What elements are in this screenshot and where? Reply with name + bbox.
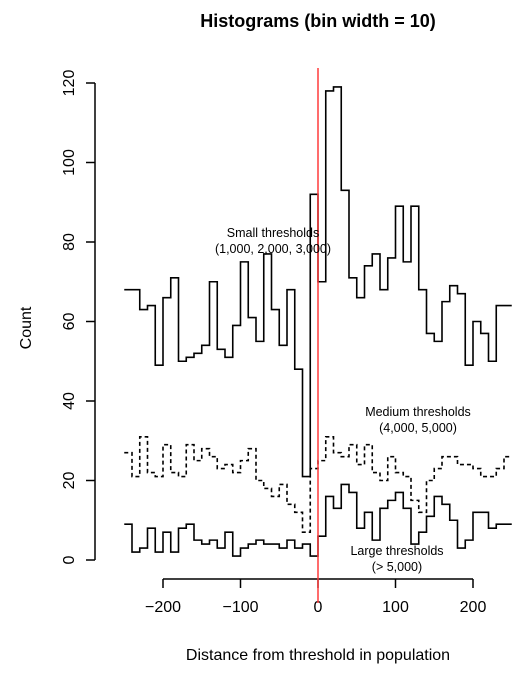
y-tick-label: 60 [61, 313, 78, 331]
series-2-annotation: Medium thresholds [365, 405, 471, 419]
series-1-annotation: Small thresholds [227, 226, 319, 240]
y-tick-label: 80 [61, 233, 78, 251]
y-tick-label: 20 [61, 472, 78, 490]
x-tick-label: 0 [314, 599, 323, 616]
x-tick-label: −100 [222, 599, 258, 616]
x-tick-label: 200 [460, 599, 487, 616]
x-axis-label: Distance from threshold in population [186, 647, 450, 664]
x-axis: −200 −100 0 100 200 [145, 578, 487, 616]
histogram-series-2 [124, 435, 512, 533]
series-1-annotation: (1,000, 2,000, 3,000) [215, 242, 331, 256]
series-2-annotation: (4,000, 5,000) [379, 421, 457, 435]
x-tick-label: −200 [145, 599, 181, 616]
chart-title: Histograms (bin width = 10) [200, 11, 436, 31]
y-axis-label: Count [18, 306, 35, 349]
y-tick-label: 0 [61, 555, 78, 564]
y-tick-label: 40 [61, 392, 78, 410]
y-axis: 0 20 40 60 80 100 120 [61, 70, 96, 564]
series-3-annotation: Large thresholds [350, 544, 443, 558]
y-tick-label: 100 [61, 149, 78, 176]
x-tick-label: 100 [382, 599, 409, 616]
annotation-layer: Small thresholds (1,000, 2,000, 3,000) Med… [215, 226, 471, 574]
y-tick-label: 120 [61, 70, 78, 97]
series-3-annotation: (> 5,000) [372, 560, 422, 574]
